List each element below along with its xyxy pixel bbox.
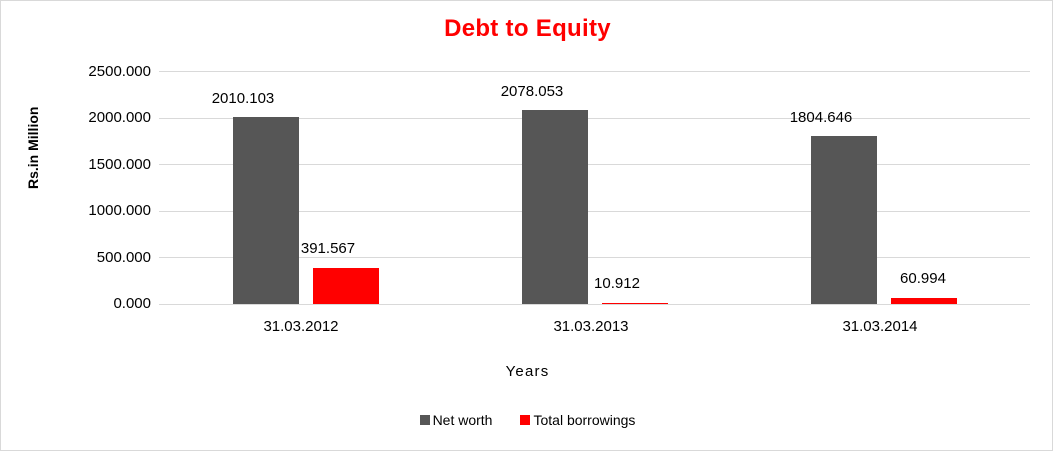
legend-swatch-icon-net-worth [419, 415, 430, 425]
plot-area [159, 71, 1030, 304]
gridline-2500 [159, 71, 1030, 72]
gridline-2000 [159, 118, 1030, 119]
legend-label-net-worth: Net worth [432, 412, 493, 428]
bar-networth-2013[interactable] [522, 110, 588, 304]
legend-swatch-icon-total-borrowings [520, 415, 531, 425]
value-label-networth-2012: 2010.103 [211, 90, 275, 107]
bar-networth-2012[interactable] [233, 117, 299, 304]
value-label-borrowings-2014: 60.994 [900, 270, 946, 287]
gridline-500 [159, 257, 1030, 258]
legend-item-total-borrowings[interactable]: Total borrowings [520, 413, 635, 427]
y-axis-title: Rs.in Million [25, 106, 41, 189]
gridline-1000 [159, 211, 1030, 212]
y-tick-1000: 1000.000 [88, 202, 151, 219]
y-tick-0: 0.000 [113, 295, 151, 312]
category-label-2012: 31.03.2012 [263, 318, 339, 335]
y-tick-500: 500.000 [96, 249, 151, 266]
legend-item-net-worth[interactable]: Net worth [419, 412, 493, 428]
category-label-2014: 31.03.2014 [842, 318, 918, 335]
y-axis-tick-labels: 2500.000 2000.000 1500.000 1000.000 500.… [46, 1, 151, 450]
category-label-2013: 31.03.2013 [553, 318, 629, 335]
bar-borrowings-2013[interactable] [602, 303, 668, 304]
bar-networth-2014[interactable] [811, 136, 877, 304]
value-label-borrowings-2012: 391.567 [300, 240, 356, 257]
value-label-networth-2013: 2078.053 [500, 83, 564, 100]
y-tick-2000: 2000.000 [88, 109, 151, 126]
x-axis-title: Years [505, 363, 550, 380]
chart-title: Debt to Equity [444, 15, 611, 42]
y-tick-2500: 2500.000 [88, 63, 151, 80]
value-label-borrowings-2013: 10.912 [594, 275, 640, 292]
gridline-1500 [159, 164, 1030, 165]
value-label-networth-2014: 1804.646 [789, 109, 853, 126]
legend-label-total-borrowings: Total borrowings [533, 412, 636, 428]
bar-borrowings-2012[interactable] [313, 268, 379, 304]
chart-legend: Net worth Total borrowings [1, 412, 1052, 428]
bar-borrowings-2014[interactable] [891, 298, 957, 304]
x-axis-line [159, 304, 1030, 305]
y-tick-1500: 1500.000 [88, 156, 151, 173]
